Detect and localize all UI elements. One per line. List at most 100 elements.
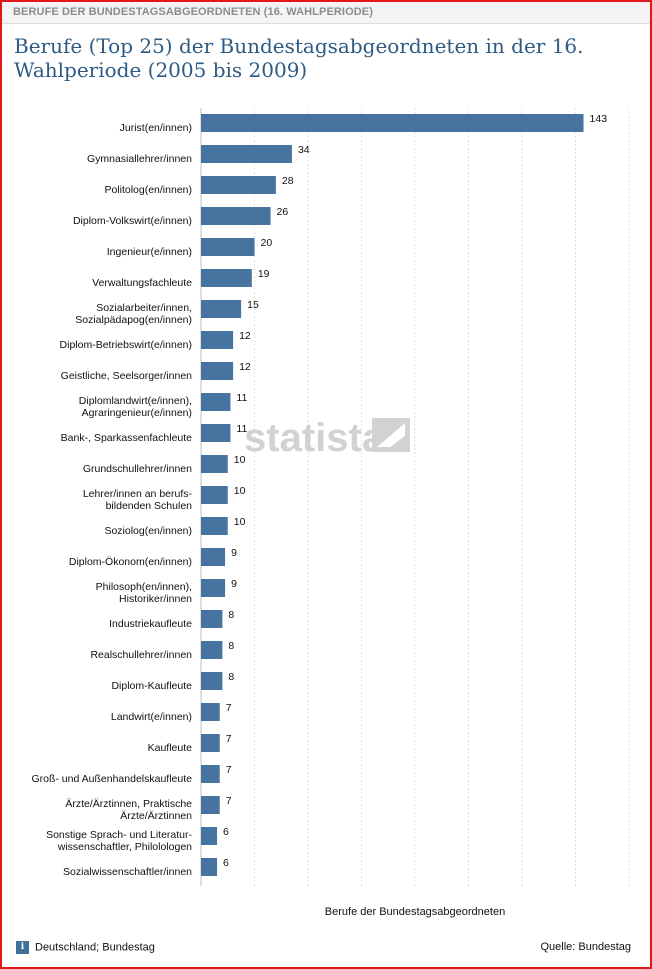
value-label: 7 (226, 733, 232, 745)
category-label-line: Sonstige Sprach- und Literatur- (46, 829, 192, 841)
category-label-line: Agraringenieur(e/innen) (82, 407, 192, 419)
bar[interactable] (201, 114, 584, 132)
value-label: 6 (223, 826, 229, 838)
header-label: BERUFE DER BUNDESTAGSABGEORDNETEN (16. W… (13, 6, 373, 18)
bar[interactable] (201, 765, 220, 783)
category-label: Bank-, Sparkassenfachleute (61, 432, 192, 444)
category-label: Grundschullehrer/innen (83, 463, 192, 475)
bar[interactable] (201, 734, 220, 752)
bar[interactable] (201, 424, 231, 442)
value-label: 10 (234, 485, 246, 497)
bar[interactable] (201, 517, 228, 535)
category-label: Landwirt(e/innen) (111, 711, 192, 723)
value-label: 8 (228, 640, 234, 652)
bar[interactable] (201, 548, 226, 566)
value-label: 28 (282, 175, 294, 187)
value-label: 8 (228, 671, 234, 683)
logo-stripe (377, 423, 405, 447)
bar[interactable] (201, 610, 223, 628)
bar[interactable] (201, 300, 242, 318)
category-label-line: Sozialarbeiter/innen, (96, 302, 192, 314)
footer-region: i Deutschland; Bundestag (16, 941, 155, 954)
bar[interactable] (201, 579, 226, 597)
category-label: Politolog(en/innen) (104, 184, 192, 196)
bar[interactable] (201, 176, 276, 194)
category-label: Jurist(en/innen) (120, 122, 192, 134)
value-label: 12 (239, 330, 251, 342)
value-label: 7 (226, 702, 232, 714)
bar[interactable] (201, 858, 218, 876)
value-label: 10 (234, 516, 246, 528)
bar[interactable] (201, 145, 292, 163)
value-label: 11 (236, 392, 247, 404)
value-label: 143 (590, 113, 608, 125)
bar[interactable] (201, 269, 252, 287)
category-label: Diplom-Betriebswirt(e/innen) (60, 339, 192, 351)
value-label: 12 (239, 361, 251, 373)
gridlines (200, 108, 630, 886)
info-icon[interactable]: i (16, 941, 29, 954)
footer-region-text: Deutschland; Bundestag (35, 941, 155, 954)
value-label: 9 (231, 547, 237, 559)
category-label: Diplom-Ökonom(en/innen) (69, 556, 192, 568)
category-labels: Jurist(en/innen) Gymnasiallehrer/innen Pol… (31, 122, 192, 878)
category-label-line: Philosoph(en/innen), (96, 581, 192, 593)
value-label: 20 (261, 237, 273, 249)
category-label: Ingenieur(e/innen) (107, 246, 192, 258)
category-label: Diplomlandwirt(e/innen), Agraringenieur(e… (79, 395, 192, 419)
x-axis-label: Berufe der Bundestagsabgeordneten (325, 906, 505, 918)
bar[interactable] (201, 827, 218, 845)
bar[interactable] (201, 672, 223, 690)
value-label: 10 (234, 454, 246, 466)
value-label: 11 (236, 423, 247, 435)
category-label: Diplom-Volkswirt(e/innen) (73, 215, 192, 227)
bar[interactable] (201, 641, 223, 659)
value-labels: 143 34 28 26 20 19 15 12 12 11 11 10 10 10 9 9 8 8 8 7 7 7 7 6 6 (223, 113, 607, 869)
category-label-line: bildenden Schulen (106, 500, 193, 512)
category-label-line: Sozialpädapog(en/innen) (75, 314, 192, 326)
category-label: Diplom-Kaufleute (111, 680, 192, 692)
bar[interactable] (201, 331, 234, 349)
category-label-line: Historiker/innen (119, 593, 192, 605)
value-label: 7 (226, 795, 232, 807)
bar[interactable] (201, 362, 234, 380)
category-label: Ärzte/Ärztinnen, Praktische Ärzte/Ärztinn… (65, 798, 192, 822)
chart-title: Berufe (Top 25) der Bundestagsabgeordnet… (14, 34, 584, 82)
value-label: 34 (298, 144, 310, 156)
bars (201, 114, 584, 876)
category-label: Philosoph(en/innen), Historiker/innen (96, 581, 192, 605)
category-label-line: Ärzte/Ärztinnen, Praktische (65, 798, 192, 810)
value-label: 6 (223, 857, 229, 869)
category-label: Sozialwissenschaftler/innen (63, 866, 192, 878)
bar[interactable] (201, 455, 228, 473)
bar[interactable] (201, 393, 231, 411)
category-label: Lehrer/innen an berufs-bildenden Schulen (83, 488, 193, 512)
footer-source: Quelle: Bundestag (540, 941, 631, 953)
value-label: 9 (231, 578, 237, 590)
value-label: 26 (277, 206, 289, 218)
category-label: Industriekaufleute (109, 618, 192, 630)
value-label: 8 (228, 609, 234, 621)
category-label: Verwaltungsfachleute (92, 277, 192, 289)
category-label: Sozialarbeiter/innen, Sozialpädapog(en/in… (75, 302, 192, 326)
category-label: Groß- und Außenhandelskaufleute (31, 773, 192, 785)
category-label-line: wissenschaftler, Philolologen (57, 841, 192, 853)
watermark-text: statista (244, 416, 385, 460)
category-label: Sonstige Sprach- und Literatur-wissensch… (46, 829, 192, 853)
value-label: 7 (226, 764, 232, 776)
category-label: Soziolog(en/innen) (104, 525, 192, 537)
category-label-line: Ärzte/Ärztinnen (120, 810, 192, 822)
value-label: 19 (258, 268, 270, 280)
bar[interactable] (201, 238, 255, 256)
header-bar: BERUFE DER BUNDESTAGSABGEORDNETEN (16. W… (2, 2, 650, 24)
category-label: Gymnasiallehrer/innen (87, 153, 192, 165)
bar[interactable] (201, 703, 220, 721)
bar[interactable] (201, 486, 228, 504)
bar[interactable] (201, 796, 220, 814)
category-label: Geistliche, Seelsorger/innen (61, 370, 192, 382)
statista-logo-icon (372, 418, 410, 452)
bar[interactable] (201, 207, 271, 225)
category-label-line: Diplomlandwirt(e/innen), (79, 395, 192, 407)
